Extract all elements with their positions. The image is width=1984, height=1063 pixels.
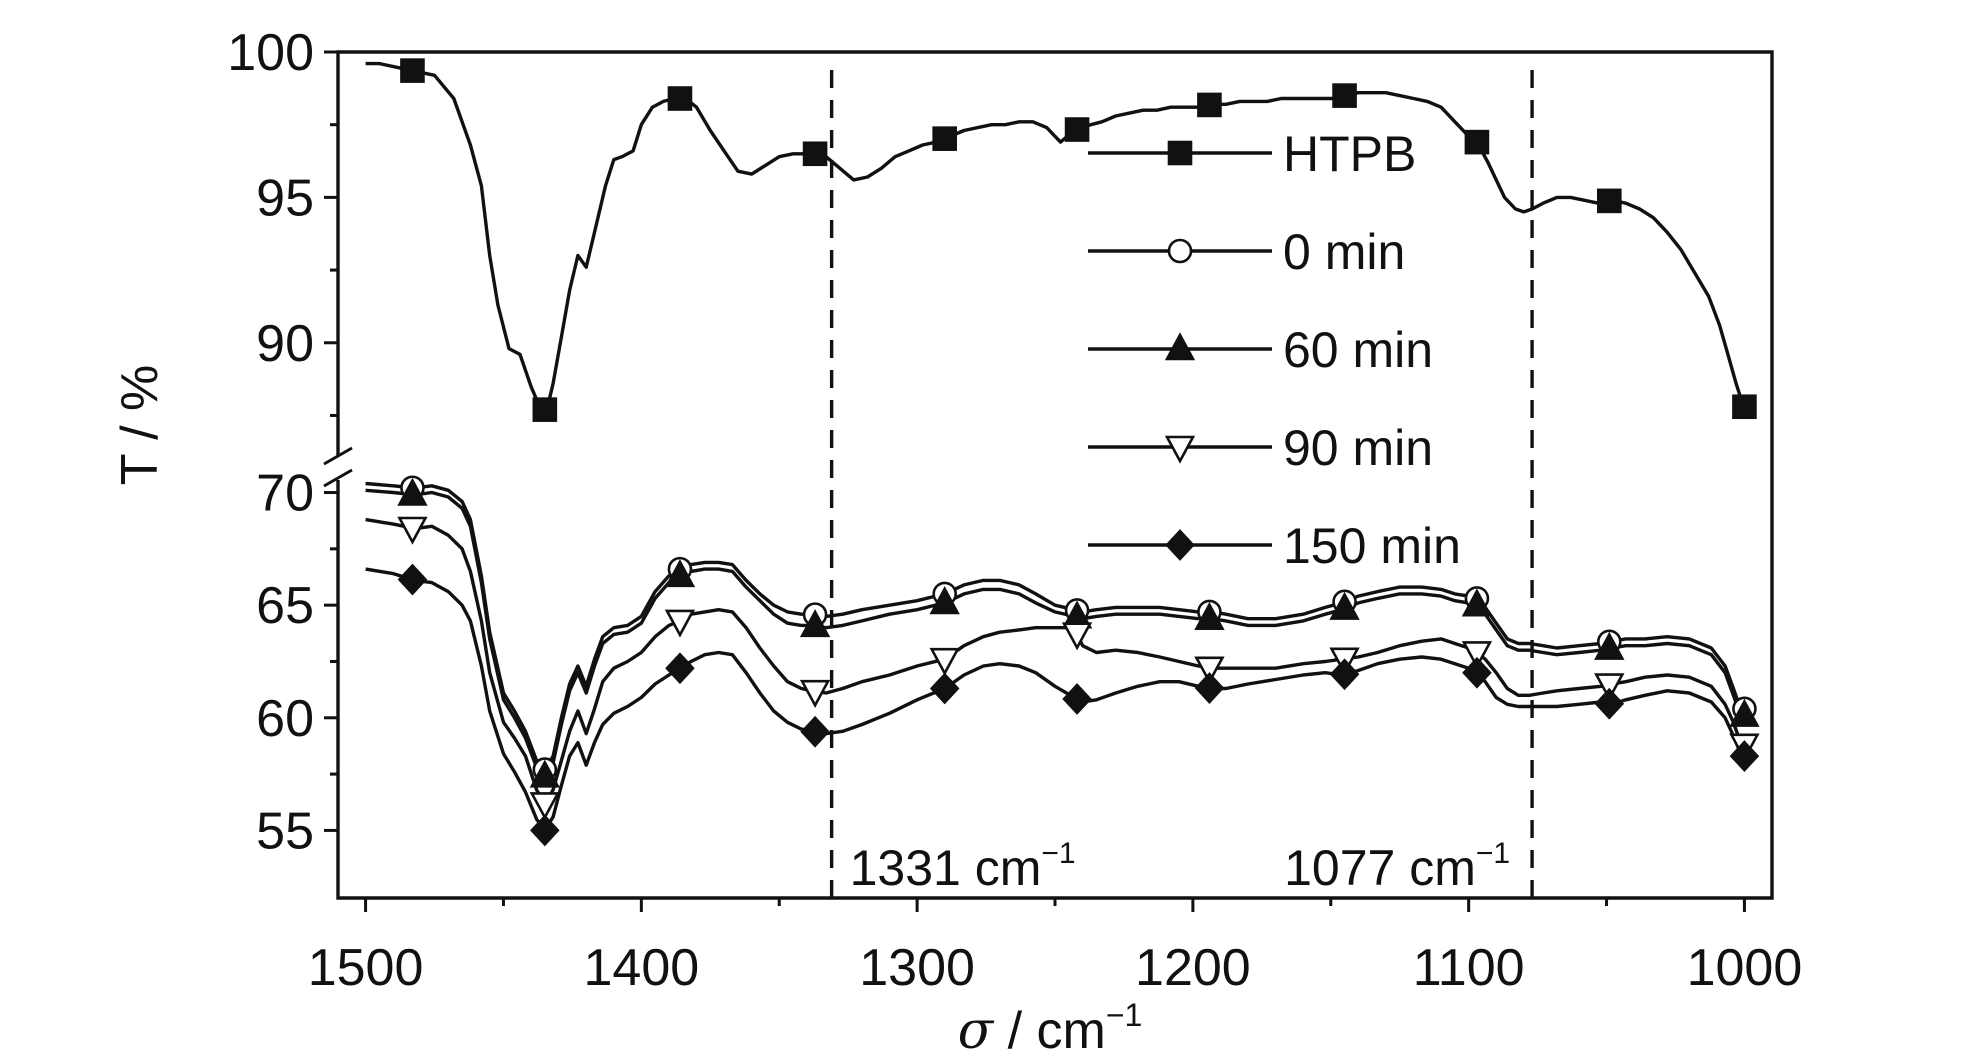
series-marker-htpb	[1064, 117, 1090, 142]
y-axis-title: T / %	[111, 365, 169, 485]
x-axis-symbol: σ	[958, 1001, 995, 1061]
series-marker-60-min	[397, 477, 428, 506]
series-marker-90-min	[1594, 673, 1625, 702]
series-marker-htpb	[932, 126, 957, 151]
series-marker-60-min	[1729, 698, 1760, 727]
series-marker-150-min	[665, 652, 695, 685]
x-axis-unit-sup: −1	[1106, 997, 1142, 1033]
series-marker-90-min	[929, 647, 960, 676]
series-marker-60-min	[929, 586, 960, 615]
axis-break-mark	[323, 446, 353, 466]
series-marker-150-min	[397, 563, 428, 596]
y-lower-tick-label: 60	[256, 690, 314, 748]
series-marker-60-min	[799, 609, 831, 638]
spectra-lines	[365, 61, 1746, 833]
series-line-60-min	[365, 488, 1746, 779]
series-marker-150-min	[929, 672, 960, 705]
series-marker-150-min	[1062, 683, 1092, 715]
legend-marker-90-min	[1164, 435, 1196, 464]
series-marker-90-min	[1194, 656, 1225, 685]
y-upper-tick-label: 95	[256, 169, 314, 227]
series-marker-150-min	[1594, 687, 1625, 720]
series-marker-150-min	[1729, 740, 1760, 772]
legend-label-htpb: HTPB	[1283, 126, 1416, 182]
series-marker-90-min	[799, 679, 831, 708]
series-marker-htpb	[667, 86, 693, 111]
series-marker-60-min	[529, 759, 561, 788]
legend-label-0-min: 0 min	[1283, 224, 1405, 280]
legend-label-150-min: 150 min	[1283, 518, 1461, 574]
series-marker-htpb	[1596, 188, 1622, 214]
x-tick-label: 1000	[1687, 939, 1803, 997]
y-upper-tick-label: 100	[227, 24, 314, 82]
series-marker-90-min	[1061, 622, 1093, 651]
series-marker-htpb	[1464, 129, 1490, 155]
series-marker-60-min	[1461, 588, 1493, 617]
axis-labels: T / % σ / cm−1	[111, 365, 1142, 1061]
x-tick-label: 1300	[859, 939, 975, 997]
legend-label-60-min: 60 min	[1283, 322, 1433, 378]
legend-marker-0-min	[1167, 238, 1193, 264]
legend-marker-htpb	[1167, 140, 1193, 166]
series-marker-60-min	[1594, 631, 1625, 660]
series-marker-150-min	[530, 814, 560, 847]
reference-lines: 1331 cm−1 1077 cm−1	[829, 70, 1534, 898]
series-marker-90-min	[529, 792, 561, 821]
series-marker-60-min	[1194, 601, 1225, 630]
x-tick-label: 1500	[308, 939, 424, 997]
series-marker-60-min	[1329, 591, 1360, 620]
reference-label-1077: 1077 cm−1	[1284, 837, 1510, 896]
x-tick-label: 1200	[1135, 939, 1251, 997]
series-marker-90-min	[1461, 641, 1493, 670]
series-marker-150-min	[1462, 656, 1492, 689]
x-axis-title: σ / cm−1	[958, 997, 1143, 1061]
series-line-90-min	[365, 517, 1746, 806]
y-lower-tick-label: 65	[256, 577, 314, 635]
series-marker-90-min	[397, 516, 428, 545]
series-marker-htpb	[802, 141, 828, 167]
axis-break-mark	[323, 468, 353, 488]
y-lower-tick-label: 55	[256, 802, 314, 860]
plot-border	[336, 50, 1774, 900]
legend-label-90-min: 90 min	[1283, 420, 1433, 476]
axis-ticks: 1500 1400 1300 1200 1100 1000 100 95 90 70 65 60 55	[227, 24, 1802, 997]
y-upper-tick-label: 90	[256, 315, 314, 373]
series-marker-htpb	[1332, 83, 1357, 108]
reference-label-1331: 1331 cm−1	[850, 837, 1076, 896]
x-axis-unit: / cm	[993, 1002, 1106, 1060]
series-line-150-min	[365, 567, 1746, 833]
legend-marker-60-min	[1164, 332, 1196, 361]
y-lower-tick-label: 70	[256, 465, 314, 523]
series-marker-htpb	[400, 58, 425, 83]
series-marker-htpb	[1197, 92, 1222, 118]
series-marker-150-min	[1329, 658, 1360, 691]
plot-frame	[323, 50, 1774, 900]
series-marker-150-min	[1194, 672, 1225, 704]
series-marker-90-min	[664, 609, 696, 638]
series-marker-htpb	[1732, 394, 1757, 420]
series-marker-htpb	[532, 397, 558, 422]
series-marker-60-min	[664, 559, 696, 588]
series-marker-150-min	[800, 715, 830, 748]
legend-marker-150-min	[1165, 529, 1195, 561]
series-line-htpb	[365, 61, 1746, 415]
x-tick-label: 1400	[584, 939, 700, 997]
x-tick-label: 1100	[1413, 939, 1525, 997]
legend: HTPB 0 min 60 min 90 min 150 min	[1088, 126, 1461, 574]
spectra-markers	[397, 58, 1760, 847]
